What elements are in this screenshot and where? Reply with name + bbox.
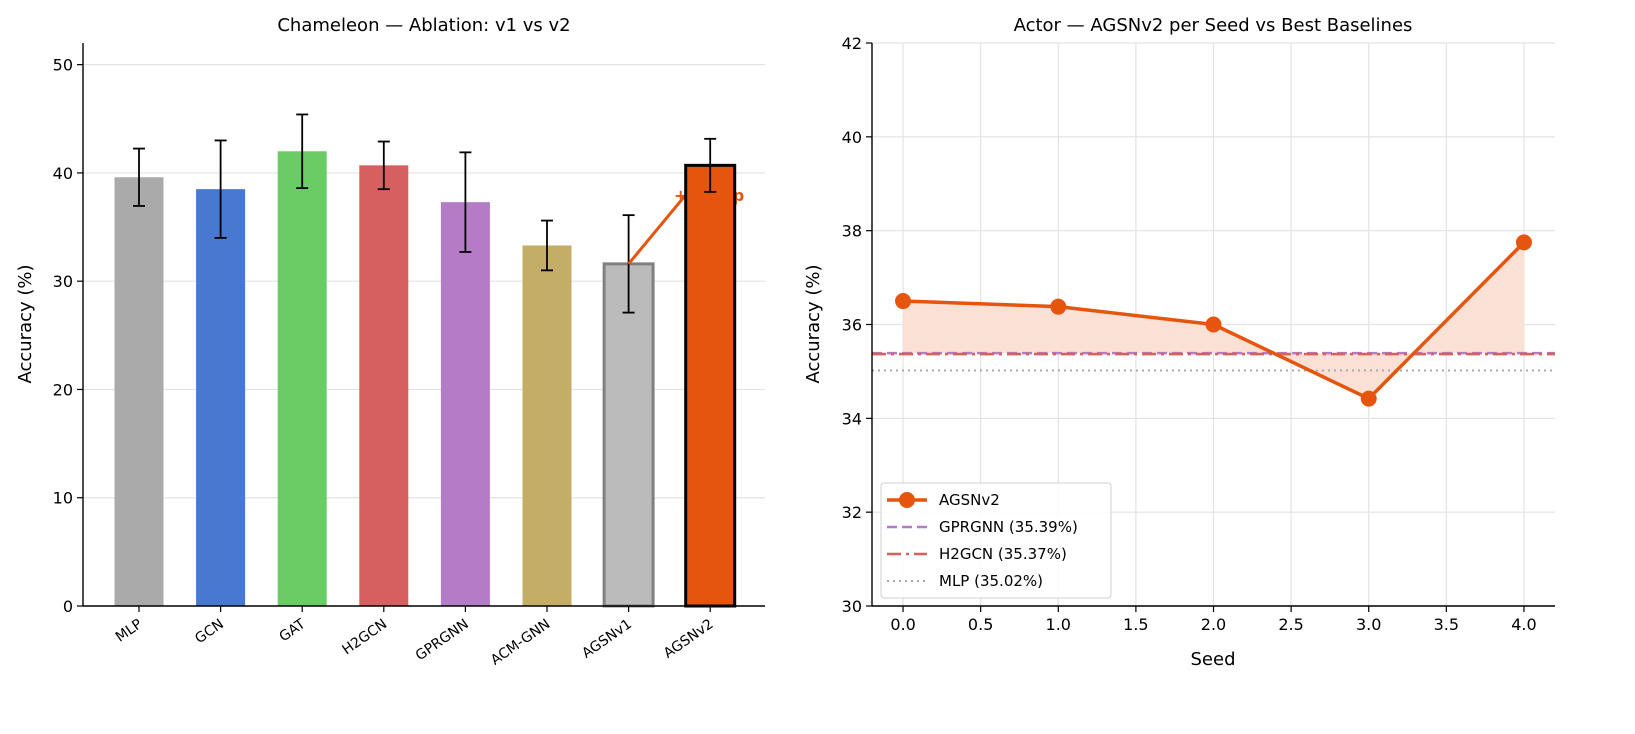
y-tick-label: 10 [53,489,73,508]
bar-gat [277,151,327,606]
data-point [1205,316,1222,333]
y-tick-label: 40 [53,164,73,183]
x-tick-label: 2.5 [1278,615,1303,634]
y-tick-label: 34 [842,409,862,428]
x-tick-label: AGSNv1 [579,616,635,662]
bar-chart-ablation: Chameleon — Ablation: v1 vs v2 Accuracy … [15,15,765,669]
y-tick-label: 0 [63,597,73,616]
bar-h2gcn [359,165,409,606]
x-tick-label: 3.0 [1356,615,1381,634]
x-tick-label: ACM-GNN [488,616,553,668]
data-point [1050,298,1067,315]
legend-marker [899,492,915,508]
bar-gcn [196,189,246,607]
x-tick-label: MLP [113,616,145,645]
bar-acm-gnn [522,245,572,607]
y-tick-label: 38 [842,222,862,241]
right-chart-title: Actor — AGSNv2 per Seed vs Best Baseline… [1014,15,1413,36]
y-tick-label: 40 [842,128,862,147]
x-tick-label: 3.5 [1434,615,1459,634]
fill-between-area [903,242,1524,399]
bar-gprgnn [440,202,490,606]
right-y-axis-label: Accuracy (%) [803,264,824,383]
y-tick-label: 50 [53,56,73,75]
data-point [895,293,912,310]
y-tick-label: 20 [53,380,73,399]
x-tick-label: 0.5 [968,615,993,634]
bar-agsnv1 [602,262,655,608]
x-tick-label: GAT [276,616,308,645]
y-tick-label: 30 [842,597,862,616]
x-tick-label: 4.0 [1511,615,1536,634]
x-tick-label: AGSNv2 [661,616,717,662]
x-tick-label: 1.5 [1123,615,1148,634]
data-point [1515,234,1532,251]
y-tick-label: 32 [842,503,862,522]
x-tick-label: H2GCN [340,616,391,658]
legend: AGSNv2 GPRGNN (35.39%) H2GCN (35.37%) MLP (… [880,482,1112,599]
right-x-axis-label: Seed [1191,649,1236,670]
x-tick-label: GCN [192,616,227,647]
left-chart-title: Chameleon — Ablation: v1 vs v2 [277,15,570,36]
legend-label: GPRGNN (35.39%) [939,518,1078,536]
line-chart-seeds: Actor — AGSNv2 per Seed vs Best Baseline… [803,15,1555,670]
data-point [1360,390,1377,407]
left-y-axis-label: Accuracy (%) [15,264,36,383]
legend-label: MLP (35.02%) [939,572,1043,590]
legend-label: AGSNv2 [939,491,1000,509]
legend-box [880,482,1112,599]
bar-mlp [114,177,164,606]
legend-label: H2GCN (35.37%) [939,545,1067,563]
y-tick-label: 36 [842,316,862,335]
x-tick-label: 1.0 [1046,615,1071,634]
x-tick-label: 0.0 [890,615,915,634]
y-tick-label: 42 [842,34,862,53]
x-tick-label: 2.0 [1201,615,1226,634]
y-tick-label: 30 [53,272,73,291]
x-tick-label: GPRGNN [413,616,472,664]
bar-agsnv2 [684,163,737,608]
